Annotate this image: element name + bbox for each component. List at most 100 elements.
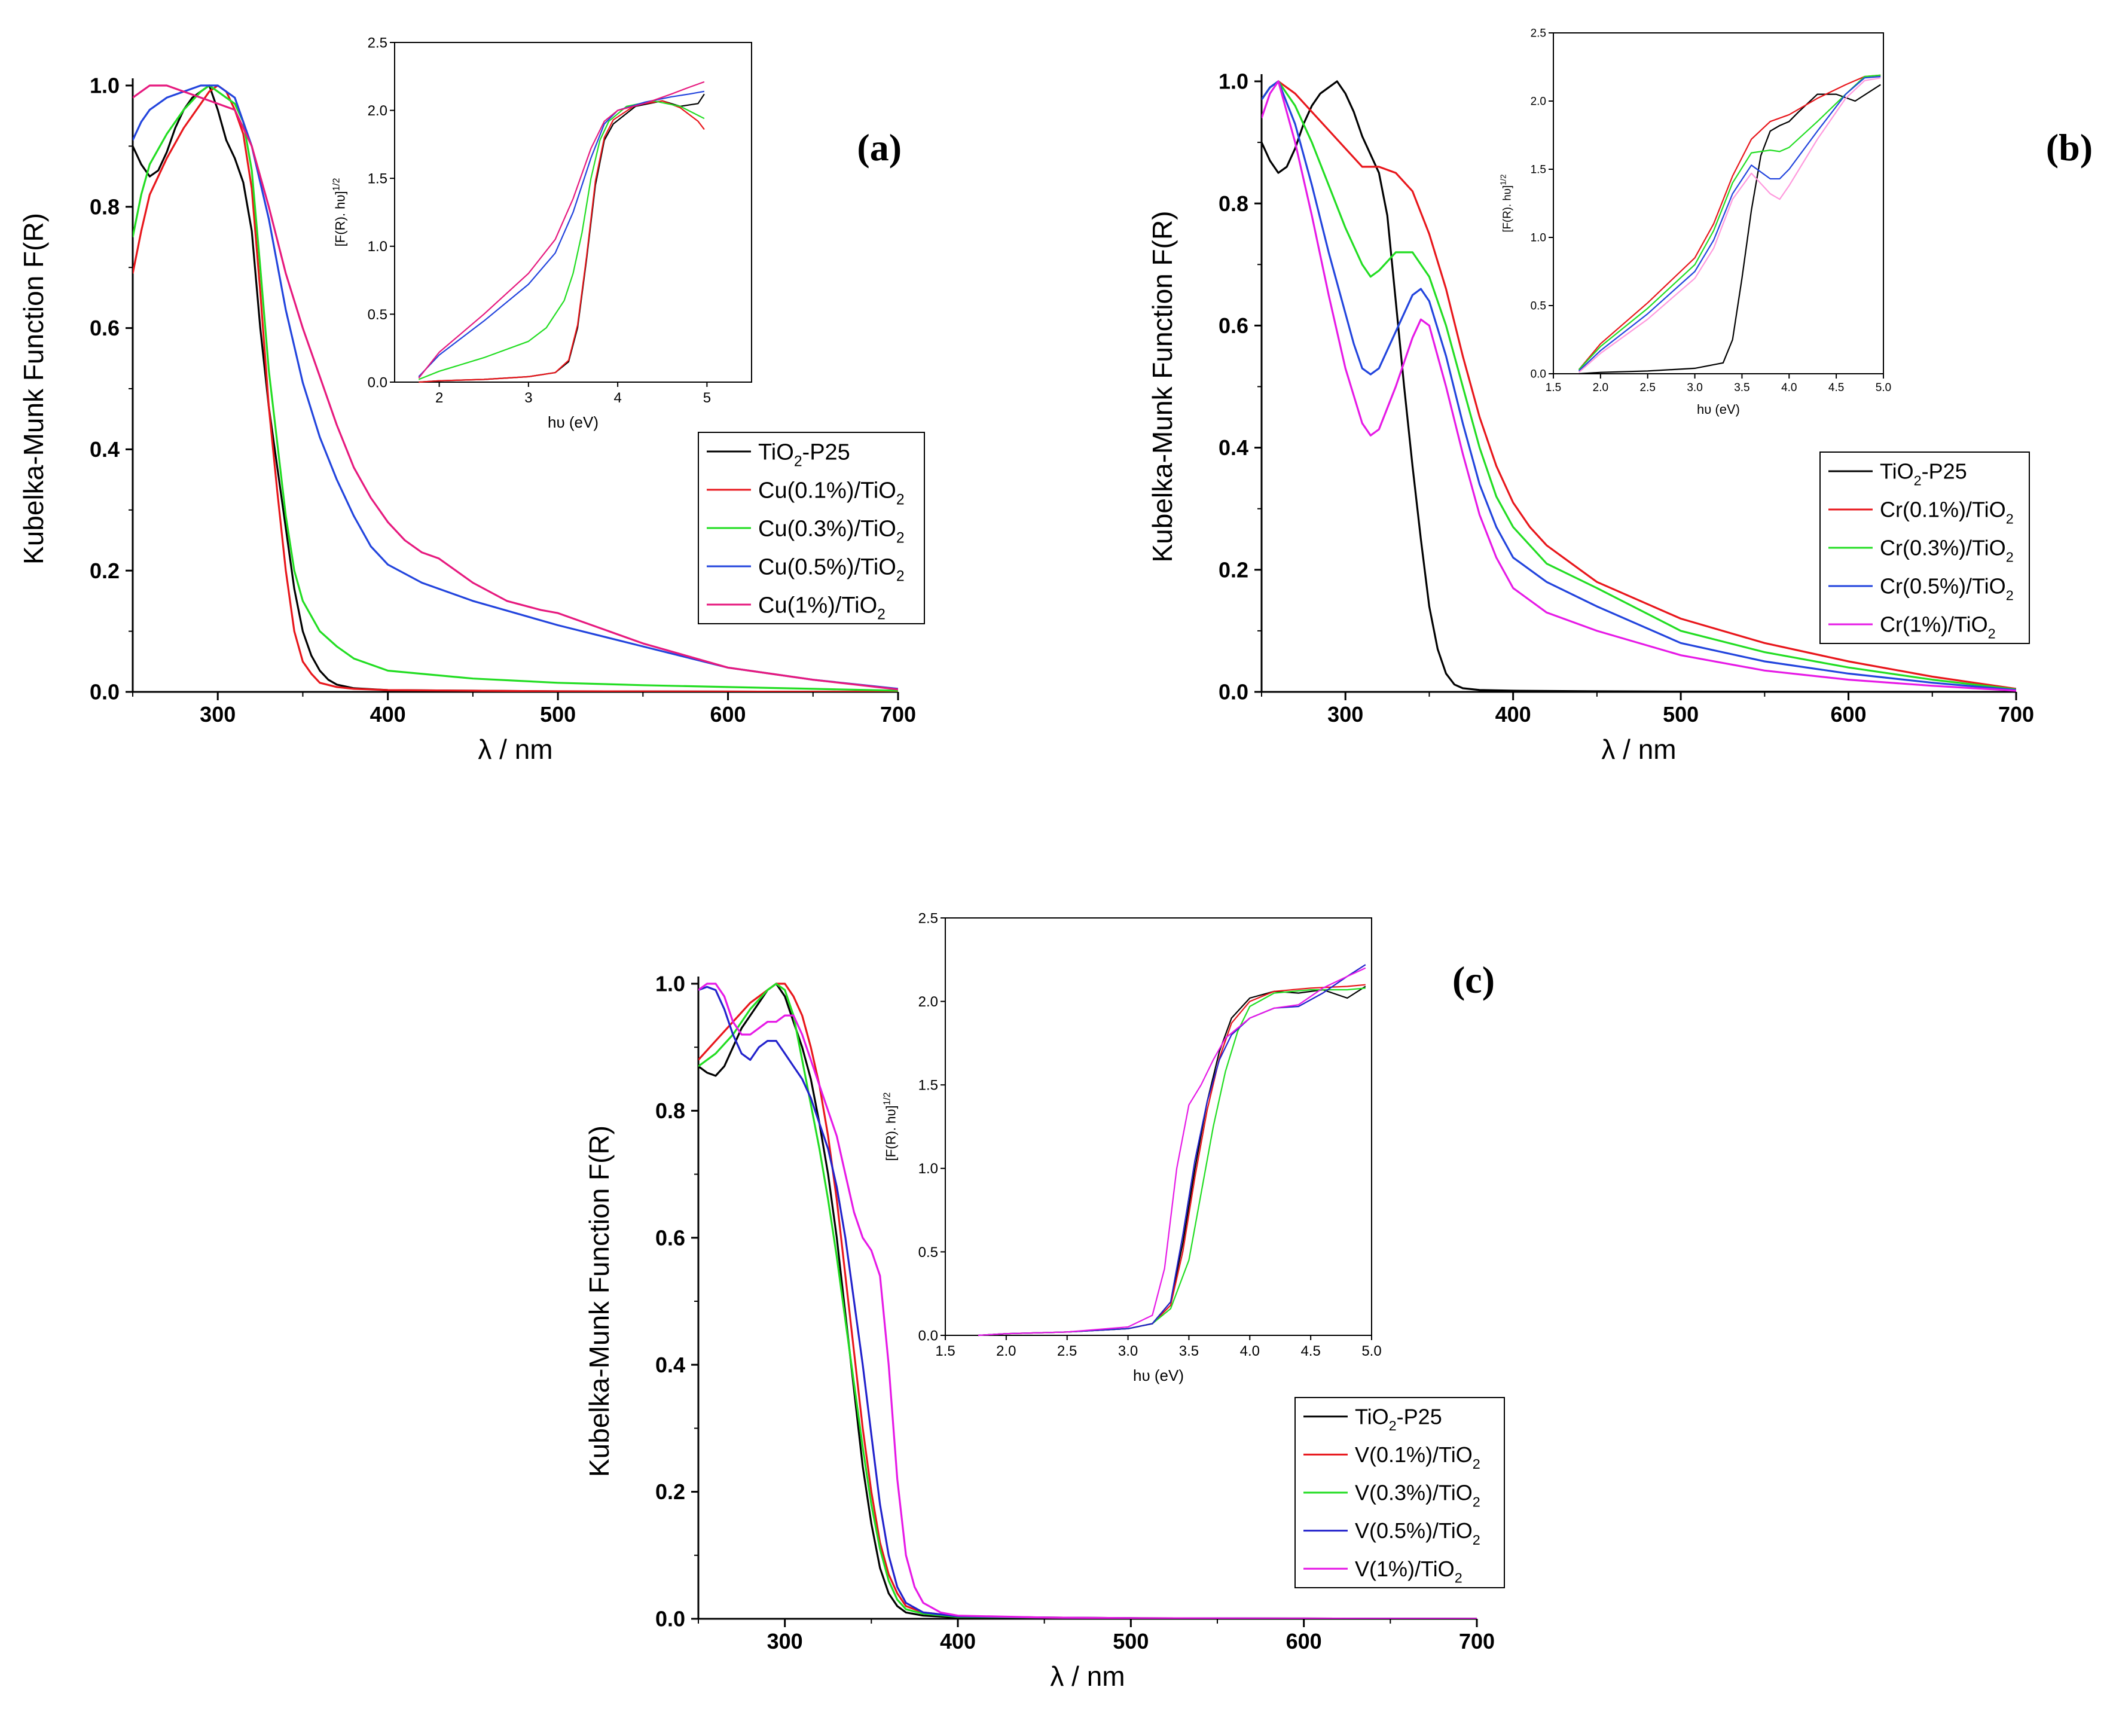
legend-entry: Cr(0.5%)/TiO2: [1880, 574, 2014, 603]
legend-entry: V(1%)/TiO2: [1355, 1557, 1462, 1586]
inset-series-line-3: [978, 964, 1366, 1337]
y-tick-label: 0.2: [90, 559, 120, 583]
x-tick-label: 400: [1495, 702, 1531, 727]
inset-y-tick-label: 0.0: [918, 1328, 938, 1344]
y-tick-label: 0.4: [90, 437, 120, 462]
legend-entry: V(0.1%)/TiO2: [1355, 1442, 1480, 1472]
y-tick-label: 0.0: [655, 1607, 685, 1631]
y-tick-label: 0.4: [1219, 435, 1248, 460]
inset-series-line-0: [1578, 84, 1881, 375]
inset-x-tick-label: 5: [703, 390, 711, 406]
inset-x-tick-label: 2.5: [1057, 1343, 1077, 1359]
x-tick-label: 700: [880, 702, 916, 727]
x-tick-label: 300: [767, 1629, 803, 1653]
y-tick-label: 0.2: [1219, 557, 1248, 582]
inset-x-tick-label: 4.0: [1240, 1343, 1260, 1359]
y-tick-label: 0.0: [1219, 680, 1248, 704]
inset-series-line-3: [1578, 75, 1881, 372]
inset-y-tick-label: 0.5: [368, 307, 387, 323]
y-tick-label: 1.0: [655, 972, 685, 996]
x-tick-label: 700: [1998, 702, 2034, 727]
inset-series-line-1: [978, 984, 1366, 1337]
x-tick-label: 300: [200, 702, 236, 727]
inset-x-tick-label: 2.0: [996, 1343, 1016, 1359]
legend-entry: V(0.3%)/TiO2: [1355, 1481, 1480, 1510]
series-line-1: [133, 84, 898, 692]
x-tick-label: 400: [370, 702, 406, 727]
inset-y-tick-label: 2.5: [1531, 28, 1546, 40]
inset-y-tick-label: 1.5: [918, 1078, 938, 1094]
inset-y-tick-label: 1.5: [368, 171, 387, 187]
inset-x-tick-label: 4.5: [1300, 1343, 1320, 1359]
series-line-4: [133, 84, 898, 691]
inset-y-tick-label: 0.0: [1531, 368, 1546, 381]
y-tick-label: 0.8: [90, 194, 120, 219]
legend-entry: TiO2-P25: [1880, 459, 1967, 489]
inset-y-tick-label: 2.5: [368, 35, 387, 51]
y-tick-label: 1.0: [1219, 69, 1248, 94]
inset-series-line-4: [418, 81, 705, 379]
inset-x-axis-title: hυ (eV): [1697, 402, 1740, 417]
series-line-3: [133, 84, 898, 690]
legend-entry: TiO2-P25: [758, 440, 850, 469]
legend-entry: Cu(0.3%)/TiO2: [758, 516, 905, 546]
inset-c: 0.0 0.5 1.0 1.5 2.0 2.5 1.5 2.0 2.5 3.0 3.5 4.0 4.5 5…: [882, 910, 1381, 1384]
inset-series-line-1: [419, 100, 705, 383]
series-line-2: [133, 84, 898, 692]
x-axis-title: λ / nm: [1601, 734, 1676, 765]
inset-x-tick-label: 4.0: [1781, 382, 1797, 394]
series-line-4: [698, 983, 1477, 1619]
panel-a: 0.0 0.2 0.4 0.6 0.8 1.0 300 400 500 600 700 λ / nm K…: [18, 35, 925, 765]
y-tick-label: 0.8: [655, 1099, 685, 1123]
x-tick-label: 600: [1286, 1629, 1322, 1653]
inset-y-tick-label: 1.0: [1531, 232, 1546, 245]
inset-y-tick-label: 2.5: [918, 910, 938, 926]
y-tick-label: 0.6: [1219, 313, 1248, 338]
inset-x-tick-label: 3.0: [1687, 382, 1702, 394]
inset-x-tick-label: 4.5: [1828, 382, 1844, 394]
y-tick-label: 0.6: [655, 1225, 685, 1250]
x-tick-label: 500: [540, 702, 576, 727]
inset-y-tick-label: 1.5: [1531, 164, 1546, 176]
inset-y-tick-label: 1.0: [918, 1161, 938, 1177]
legend-entry: Cu(1%)/TiO2: [758, 593, 886, 623]
y-tick-label: 0.6: [90, 316, 120, 340]
inset-y-tick-label: 2.0: [918, 994, 938, 1010]
inset-y-axis-title: [F(R). hυ]1/2: [882, 1093, 898, 1161]
x-tick-label: 600: [710, 702, 746, 727]
legend-entry: V(0.5%)/TiO2: [1355, 1518, 1480, 1548]
inset-x-tick-label: 3.5: [1734, 382, 1749, 394]
legend-entry: Cr(0.3%)/TiO2: [1880, 536, 2014, 565]
series-line-4: [1262, 80, 2016, 692]
inset-x-tick-label: 2.0: [1593, 382, 1608, 394]
x-axis-title: λ / nm: [478, 734, 552, 765]
inset-series-line-1: [1578, 74, 1881, 370]
series-line-1: [1262, 80, 2016, 690]
inset-y-tick-label: 2.0: [368, 103, 387, 119]
x-tick-label: 500: [1663, 702, 1699, 727]
y-axis-title: Kubelka-Munk Function F(R): [1147, 211, 1178, 563]
x-tick-label: 500: [1113, 1629, 1149, 1653]
inset-x-tick-label: 2.5: [1640, 382, 1656, 394]
panel-label: (b): [2046, 126, 2093, 169]
inset-x-axis-title: hυ (eV): [548, 413, 599, 431]
inset-x-tick-label: 3: [524, 390, 532, 406]
inset-y-tick-label: 2.0: [1531, 96, 1546, 108]
legend-entry: Cr(1%)/TiO2: [1880, 612, 1996, 642]
panel-label: (a): [857, 126, 902, 169]
inset-frame: [394, 42, 752, 383]
inset-series-line-4: [978, 967, 1366, 1337]
inset-series-line-3: [418, 90, 705, 377]
inset-b: 0.0 0.5 1.0 1.5 2.0 2.5 1.5 2.0 2.5 3.0 3.5 4.0 4.5 5…: [1499, 28, 1892, 417]
inset-x-tick-label: 5.0: [1876, 382, 1891, 394]
series-line-0: [698, 983, 1477, 1619]
legend-entry: Cr(0.1%)/TiO2: [1880, 498, 2014, 527]
y-tick-label: 0.4: [655, 1353, 685, 1377]
inset-x-tick-label: 3.0: [1118, 1343, 1138, 1359]
inset-y-axis-title: [F(R). hυ]1/2: [1499, 174, 1513, 232]
panel-c: 0.0 0.2 0.4 0.6 0.8 1.0 300 400 500 600 700 λ / nm K…: [584, 910, 1505, 1692]
inset-x-tick-label: 1.5: [1546, 382, 1561, 394]
inset-a: 0.0 0.5 1.0 1.5 2.0 2.5 2 3 4 5 hυ (eV) [F(R). hυ]1…: [331, 35, 752, 431]
series-line-3: [698, 986, 1477, 1619]
inset-y-tick-label: 0.5: [918, 1244, 938, 1261]
